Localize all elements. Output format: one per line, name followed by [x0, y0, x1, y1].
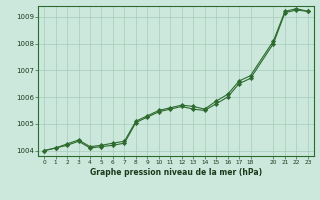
X-axis label: Graphe pression niveau de la mer (hPa): Graphe pression niveau de la mer (hPa) — [90, 168, 262, 177]
